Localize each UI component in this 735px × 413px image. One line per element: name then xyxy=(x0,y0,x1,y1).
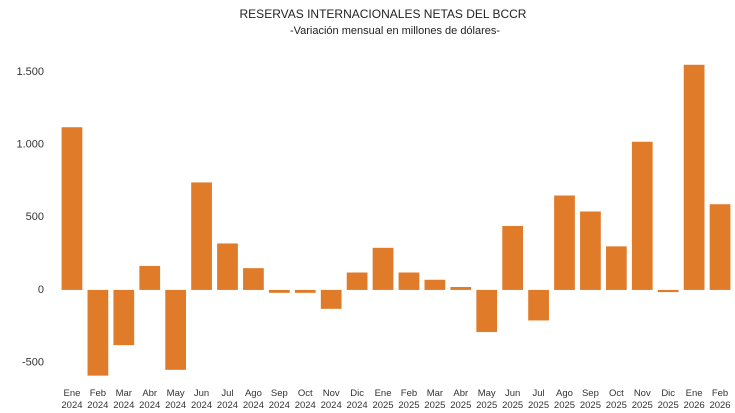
chart-title: RESERVAS INTERNACIONALES NETAS DEL BCCR xyxy=(240,7,527,21)
bar xyxy=(294,289,316,293)
x-tick-label: Nov 2024 xyxy=(320,388,342,411)
bar xyxy=(502,226,524,290)
bar xyxy=(631,141,653,290)
bar xyxy=(61,127,83,290)
bar xyxy=(476,289,498,333)
x-tick-label: Jul 2025 xyxy=(527,388,550,411)
x-tick-label: Mar 2024 xyxy=(113,388,135,411)
y-tick-label: -500 xyxy=(22,356,44,368)
bar xyxy=(554,195,575,290)
chart-subtitle: -Variación mensual en millones de dólare… xyxy=(290,25,500,37)
y-tick-label: 0 xyxy=(38,284,44,296)
x-tick-label: Jun 2025 xyxy=(502,388,524,411)
x-tick-label: Dic 2024 xyxy=(346,388,368,411)
x-tick-label: Sep 2025 xyxy=(579,388,601,411)
bar xyxy=(217,243,238,290)
x-tick-label: May 2025 xyxy=(476,388,498,411)
bar xyxy=(372,247,394,290)
bar xyxy=(346,272,368,290)
x-tick-label: Abr 2025 xyxy=(450,388,472,411)
bar xyxy=(709,204,731,290)
y-tick-label: 500 xyxy=(26,211,44,223)
x-tick-label: Dic 2025 xyxy=(657,388,679,411)
x-tick-label: Ago 2024 xyxy=(242,388,264,411)
x-tick-label: Feb 2025 xyxy=(398,388,420,411)
bar xyxy=(268,289,290,293)
y-tick-label: 1.500 xyxy=(16,66,44,78)
bar xyxy=(320,289,342,309)
bar xyxy=(139,265,161,290)
bar xyxy=(165,289,187,370)
x-tick-label: May 2024 xyxy=(165,388,187,411)
bar xyxy=(398,272,420,290)
bar xyxy=(528,289,549,321)
bar xyxy=(243,268,264,290)
x-tick-label: Feb 2024 xyxy=(87,388,109,411)
bar xyxy=(580,211,601,290)
x-tick-label: Jul 2024 xyxy=(216,388,239,411)
x-tick-label: Nov 2025 xyxy=(631,388,653,411)
x-tick-label: Feb 2026 xyxy=(709,388,731,411)
x-tick-label: Oct 2025 xyxy=(605,388,627,411)
bar xyxy=(87,289,109,376)
x-tick-label: Ene 2024 xyxy=(61,388,83,411)
x-tick-label: Ene 2026 xyxy=(683,388,705,411)
bar xyxy=(657,289,679,293)
bar xyxy=(683,64,705,290)
bar xyxy=(450,287,472,290)
bar xyxy=(191,182,212,290)
bar xyxy=(605,246,627,290)
x-tick-label: Jun 2024 xyxy=(190,388,213,411)
y-tick-label: 1.000 xyxy=(16,139,44,151)
x-tick-label: Mar 2025 xyxy=(424,388,446,411)
bar xyxy=(113,289,135,346)
x-tick-label: Ene 2025 xyxy=(372,388,394,411)
x-tick-label: Oct 2024 xyxy=(294,388,316,411)
x-tick-label: Abr 2024 xyxy=(139,388,161,411)
bar xyxy=(424,279,446,290)
x-tick-label: Sep 2024 xyxy=(268,388,290,411)
x-tick-label: Ago 2025 xyxy=(553,388,576,411)
